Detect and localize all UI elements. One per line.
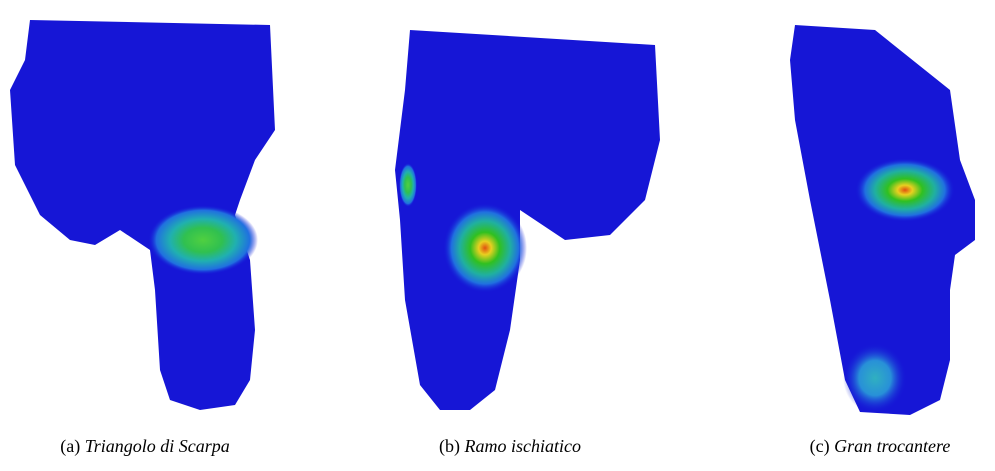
caption-text: Triangolo di Scarpa	[85, 436, 230, 456]
caption-a: (a) Triangolo di Scarpa	[60, 436, 230, 457]
caption-text: Ramo ischiatico	[464, 436, 581, 456]
caption-label: (b)	[439, 436, 460, 457]
caption-label: (c)	[810, 436, 830, 457]
panel-a: (a) Triangolo di Scarpa	[10, 20, 275, 457]
caption-c: (c) Gran trocantere	[810, 436, 951, 457]
pressure-spot	[443, 203, 527, 293]
panel-c: (c) Gran trocantere	[790, 25, 975, 457]
caption-b: (b) Ramo ischiatico	[439, 436, 581, 457]
pressure-spot	[843, 343, 907, 413]
pressure-spot	[399, 163, 417, 207]
panel-b: (b) Ramo ischiatico	[395, 30, 660, 457]
pressure-spot	[855, 158, 955, 222]
caption-text: Gran trocantere	[834, 436, 950, 456]
model-b	[395, 30, 660, 410]
caption-label: (a)	[60, 436, 80, 457]
figure: (a) Triangolo di Scarpa (b) Ramo ischiat…	[0, 0, 995, 471]
pressure-spot	[148, 205, 258, 275]
